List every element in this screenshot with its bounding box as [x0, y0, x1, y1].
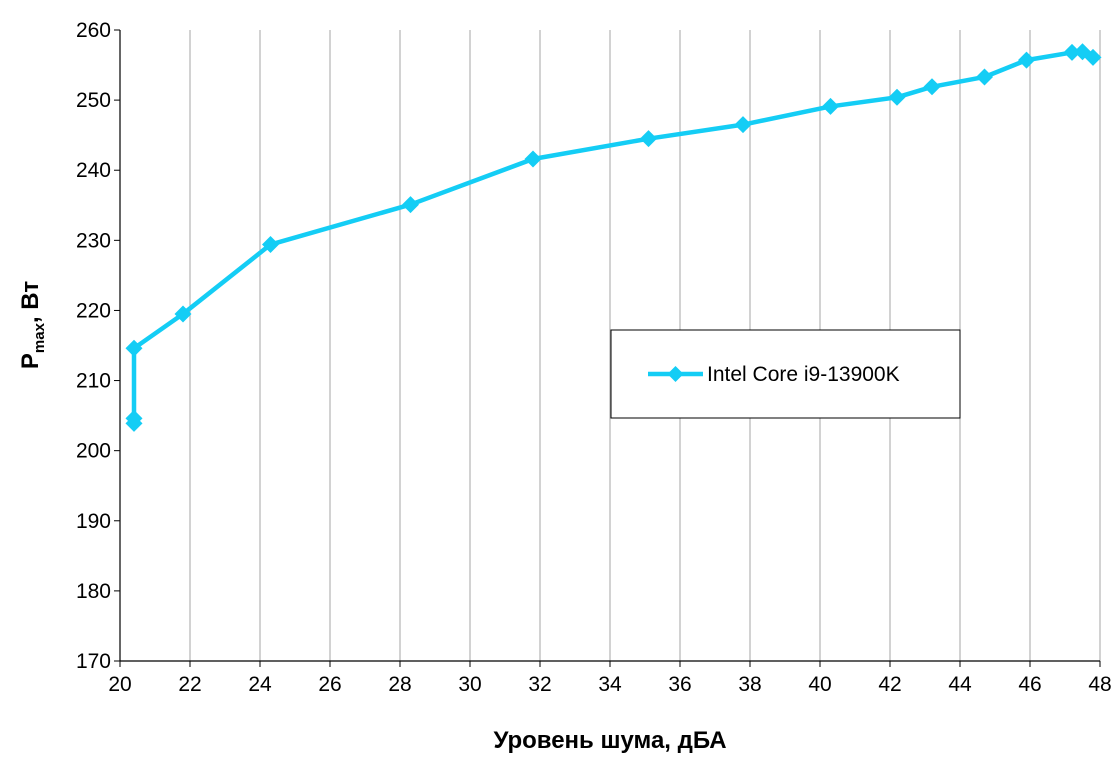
data-point — [1063, 43, 1081, 61]
y-tick-label: 260 — [76, 19, 111, 42]
x-tick-label: 32 — [528, 673, 551, 696]
data-point — [174, 305, 192, 323]
data-point — [524, 150, 542, 168]
x-tick-label: 46 — [1018, 673, 1041, 696]
series — [125, 43, 1102, 432]
y-axis-title: Pmax, Вт — [17, 281, 48, 369]
x-tick-label: 40 — [808, 673, 831, 696]
y-tick-label: 250 — [76, 89, 111, 112]
x-tick-label: 38 — [738, 673, 761, 696]
data-point — [402, 196, 419, 214]
y-tick-label: 220 — [76, 299, 111, 322]
y-axis-title-main: P — [17, 353, 44, 369]
data-point — [822, 97, 839, 115]
data-point — [125, 339, 143, 357]
x-tick-label: 48 — [1088, 673, 1111, 696]
x-tick-label: 36 — [668, 673, 691, 696]
y-tick-label: 180 — [76, 580, 111, 603]
x-tick-label: 26 — [318, 673, 341, 696]
data-point — [262, 236, 279, 254]
x-tick-label: 42 — [878, 673, 901, 696]
x-tick-label: 24 — [248, 673, 272, 696]
legend-marker — [667, 366, 684, 382]
x-tick-label: 30 — [458, 673, 481, 696]
data-point — [976, 68, 993, 86]
data-point — [125, 409, 143, 427]
x-tick-label: 44 — [948, 673, 972, 696]
data-point — [888, 88, 906, 106]
y-tick-label: 190 — [76, 510, 111, 533]
x-tick-label: 20 — [108, 673, 131, 696]
grid — [189, 30, 1101, 661]
y-tick-label: 210 — [76, 370, 111, 393]
series-0 — [125, 43, 1102, 432]
x-axis-title: Уровень шума, дБА — [493, 727, 726, 754]
axes — [114, 29, 1101, 667]
data-point — [640, 130, 657, 148]
y-tick-label: 230 — [76, 229, 111, 252]
data-point — [734, 116, 752, 134]
x-tick-label: 22 — [178, 673, 201, 696]
y-tick-label: 170 — [76, 650, 111, 673]
legend-label: Intel Core i9-13900K — [707, 363, 900, 386]
x-tick-label: 34 — [598, 673, 622, 696]
tick-labels: 170 180 190 200 210 220 230 240 250 260 20 22 24 26 28… — [76, 19, 1112, 696]
data-point — [1084, 48, 1102, 66]
data-point — [923, 78, 941, 96]
data-point — [1018, 51, 1035, 69]
y-axis-title-suffix: , Вт — [17, 281, 44, 323]
legend: Intel Core i9-13900K — [610, 329, 961, 419]
y-axis-title-subscript: max — [31, 322, 48, 353]
y-tick-label: 240 — [76, 159, 111, 182]
x-tick-label: 28 — [388, 673, 411, 696]
y-tick-label: 200 — [76, 440, 111, 463]
